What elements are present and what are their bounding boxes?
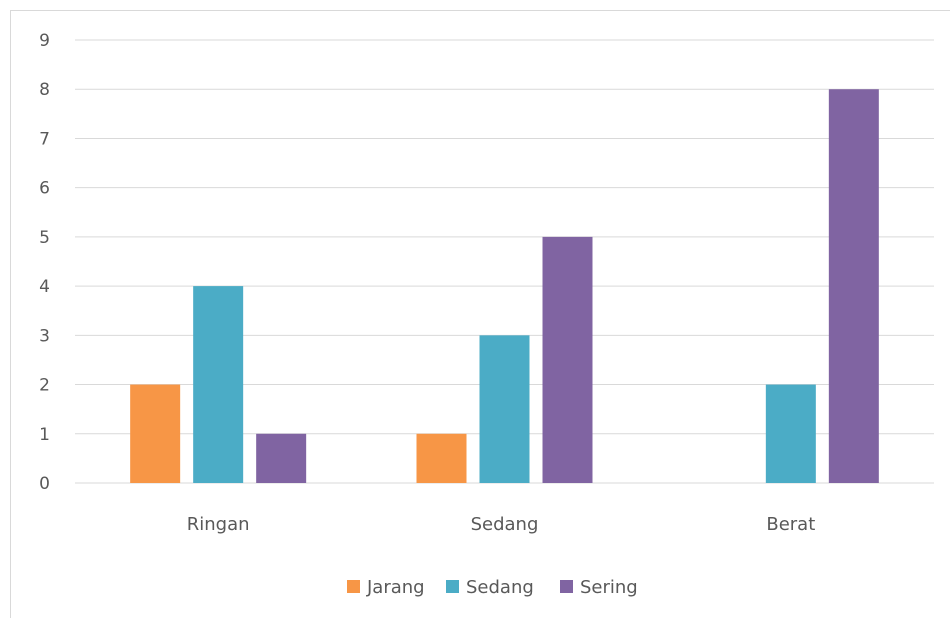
y-tick-label: 9 [39,31,50,51]
x-tick-label: Sedang [471,514,539,535]
bar-berat-sedang [765,384,816,483]
bar-berat-sering [828,89,879,483]
bar-sedang-sering [542,236,593,483]
y-tick-label: 1 [39,425,50,445]
legend-label-sering: Sering [580,577,638,598]
x-tick-label: Ringan [187,514,250,535]
y-tick-label: 5 [39,228,50,248]
legend-swatch-sering [560,580,573,593]
y-tick-label: 0 [39,474,50,494]
x-axis-tick-labels: Ringan Sedang Berat [187,514,816,535]
y-tick-label: 6 [39,179,50,199]
chart-frame [10,10,950,618]
bar-ringan-sedang [193,286,244,483]
y-tick-label: 3 [39,326,50,346]
y-tick-label: 8 [39,80,50,100]
bar-ringan-jarang [130,384,181,483]
x-tick-label: Berat [766,514,815,535]
y-tick-label: 4 [39,277,50,297]
legend-swatch-sedang [446,580,459,593]
bar-sedang-jarang [416,433,467,483]
bar-sedang-sedang [479,335,530,483]
legend-label-jarang: Jarang [366,577,425,598]
legend-swatch-jarang [347,580,360,593]
legend: Jarang Sedang Sering [347,577,638,598]
bar-ringan-sering [256,433,307,483]
bars [130,89,879,483]
y-tick-label: 2 [39,376,50,396]
y-tick-label: 7 [39,129,50,149]
legend-label-sedang: Sedang [466,577,534,598]
y-axis-tick-labels: 0 1 2 3 4 5 6 7 8 9 [39,31,50,494]
